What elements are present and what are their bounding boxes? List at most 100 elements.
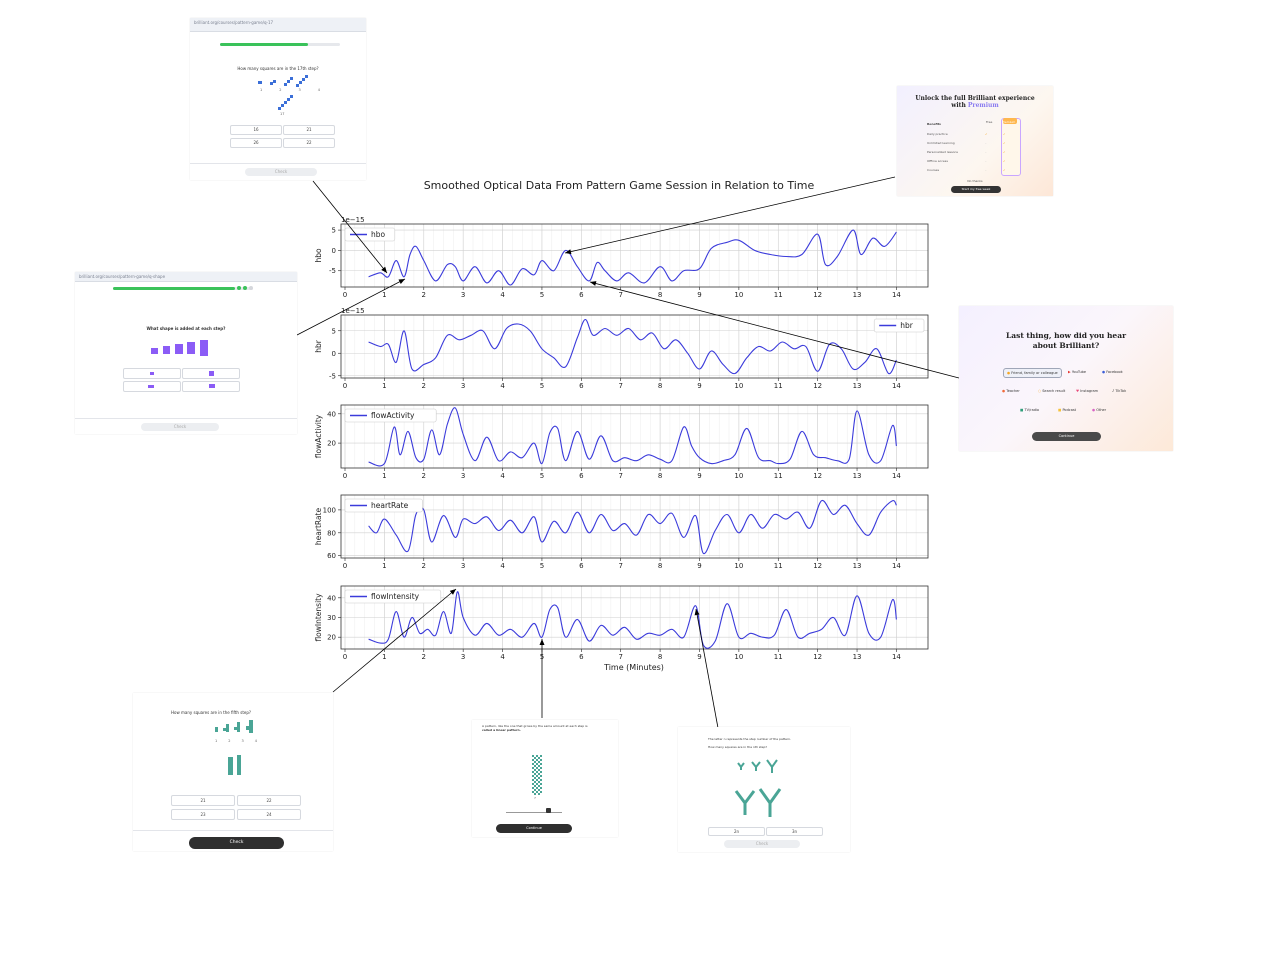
answer-option[interactable]: 16 <box>230 125 282 135</box>
x-tick-label: 3 <box>461 472 465 480</box>
answer-option[interactable]: 23 <box>171 809 235 820</box>
x-tick-label: 14 <box>892 472 901 480</box>
answer-option[interactable] <box>123 368 181 379</box>
x-tick-label: 1 <box>382 653 386 661</box>
answer-option[interactable]: 21 <box>171 795 235 806</box>
step2-square <box>273 80 276 83</box>
x-tick-label: 14 <box>892 653 901 661</box>
answer-option[interactable]: 22 <box>283 138 335 148</box>
x-tick-label: 11 <box>774 562 783 570</box>
x-tick-label: 9 <box>697 562 701 570</box>
answer-option[interactable]: 22 <box>237 795 301 806</box>
x-tick-label: 5 <box>540 562 544 570</box>
address-bar: brilliant.org/courses/pattern-game/q-17 <box>190 18 366 32</box>
y-tick-label: 100 <box>323 506 336 514</box>
step-slider-track[interactable] <box>506 812 562 813</box>
step-17-label: 17 <box>280 112 285 116</box>
answer-option[interactable]: 24 <box>237 809 301 820</box>
screenshot-premium-upsell: Unlock the full Brilliant experience wit… <box>897 86 1053 196</box>
answer-option[interactable]: 3n <box>766 827 823 836</box>
progress-bar <box>220 43 308 46</box>
source-option-selected[interactable]: ● Friend, family or colleague <box>1003 368 1062 378</box>
step3-square <box>287 80 290 83</box>
start-free-week-button[interactable]: Start my free week <box>951 186 1001 193</box>
x-tick-label: 12 <box>813 562 822 570</box>
other-icon: ● <box>1092 408 1096 412</box>
answer-option[interactable] <box>123 381 181 392</box>
continue-button[interactable]: Continue <box>496 824 572 833</box>
x-tick-label: 6 <box>579 382 584 390</box>
source-option[interactable]: ♪ TikTok <box>1109 387 1129 395</box>
progress-bar <box>113 287 235 290</box>
source-option[interactable]: ■ TV/radio <box>1017 406 1042 414</box>
answer-option[interactable]: 26 <box>230 138 282 148</box>
annotation-arrows <box>296 176 960 729</box>
series-line-heartRate <box>368 500 897 554</box>
check-button[interactable]: Check <box>141 423 219 431</box>
no-thanks-link[interactable]: No thanks <box>967 179 983 183</box>
y-axis-label: hbr <box>314 339 323 353</box>
check-button[interactable]: Check <box>724 840 800 848</box>
x-tick-label: 2 <box>422 291 426 299</box>
benefit-label: Personalized lessons <box>927 150 958 154</box>
source-option[interactable]: ● Teacher <box>999 387 1023 395</box>
annotation-arrow-head <box>694 609 700 616</box>
step-slider-handle[interactable] <box>546 808 551 813</box>
plot-frame <box>340 314 929 379</box>
y-axis-label: flowActivity <box>314 414 323 458</box>
check-button[interactable]: Check <box>189 837 284 849</box>
answer-option[interactable] <box>182 368 240 379</box>
premium-title-line1: Unlock the full Brilliant experience <box>915 95 1035 102</box>
source-option[interactable]: ♥ Instagram <box>1073 387 1101 395</box>
x-tick-label: 13 <box>853 291 862 299</box>
x-tick-label: 5 <box>540 291 544 299</box>
y-tick-label: 40 <box>327 410 336 418</box>
source-option-label: Other <box>1096 408 1107 412</box>
x-tick-label: 9 <box>697 382 701 390</box>
continue-button[interactable]: Continue <box>1032 432 1101 441</box>
progress-dot <box>243 286 247 290</box>
address-bar: brilliant.org/courses/pattern-game/q-sha… <box>75 272 297 282</box>
x-axis-label: Time (Minutes) <box>603 663 664 672</box>
checkered-column <box>532 755 542 795</box>
check-button[interactable]: Check <box>245 168 317 176</box>
x-tick-label: 12 <box>813 472 822 480</box>
shape-step5 <box>200 340 208 356</box>
source-option[interactable]: ○ Search result <box>1035 387 1068 395</box>
step1-square <box>258 81 262 84</box>
footer-divider <box>133 830 333 831</box>
podcast-icon: ■ <box>1058 408 1062 412</box>
x-tick-label: 1 <box>382 562 386 570</box>
step17-square <box>290 95 293 98</box>
x-tick-label: 7 <box>618 653 622 661</box>
annotation-arrow-line <box>296 278 406 336</box>
source-option-label: Teacher <box>1006 389 1020 393</box>
y-axis-label: hbo <box>314 248 323 263</box>
footer-divider <box>75 418 297 419</box>
shape-step2 <box>163 346 170 354</box>
legend-label: heartRate <box>371 501 409 510</box>
answer-option[interactable] <box>182 381 240 392</box>
source-option[interactable]: ● Facebook <box>1099 368 1126 376</box>
x-tick-label: 12 <box>813 291 822 299</box>
x-tick-label: 1 <box>382 291 386 299</box>
y-step3 <box>766 759 778 773</box>
answer-option[interactable]: 21 <box>283 125 335 135</box>
x-tick-label: 9 <box>697 653 701 661</box>
source-option[interactable]: ● Other <box>1089 406 1109 414</box>
step3-shape <box>237 722 240 732</box>
answer-option[interactable]: 2n <box>708 827 765 836</box>
step4-shape <box>249 720 253 733</box>
legend-box <box>344 498 423 513</box>
source-option-label: TV/radio <box>1024 408 1040 412</box>
premium-value: ✓ <box>1003 168 1006 172</box>
x-tick-label: 4 <box>500 653 505 661</box>
source-option[interactable]: ■ Podcast <box>1055 406 1079 414</box>
step-label: 4 <box>317 88 320 92</box>
annotation-arrow-line <box>312 180 388 274</box>
x-tick-label: 8 <box>658 472 662 480</box>
x-tick-label: 5 <box>540 472 544 480</box>
source-option[interactable]: ▶ YouTube <box>1065 368 1089 376</box>
legend-box <box>344 227 396 242</box>
source-option-label: Podcast <box>1062 408 1077 412</box>
